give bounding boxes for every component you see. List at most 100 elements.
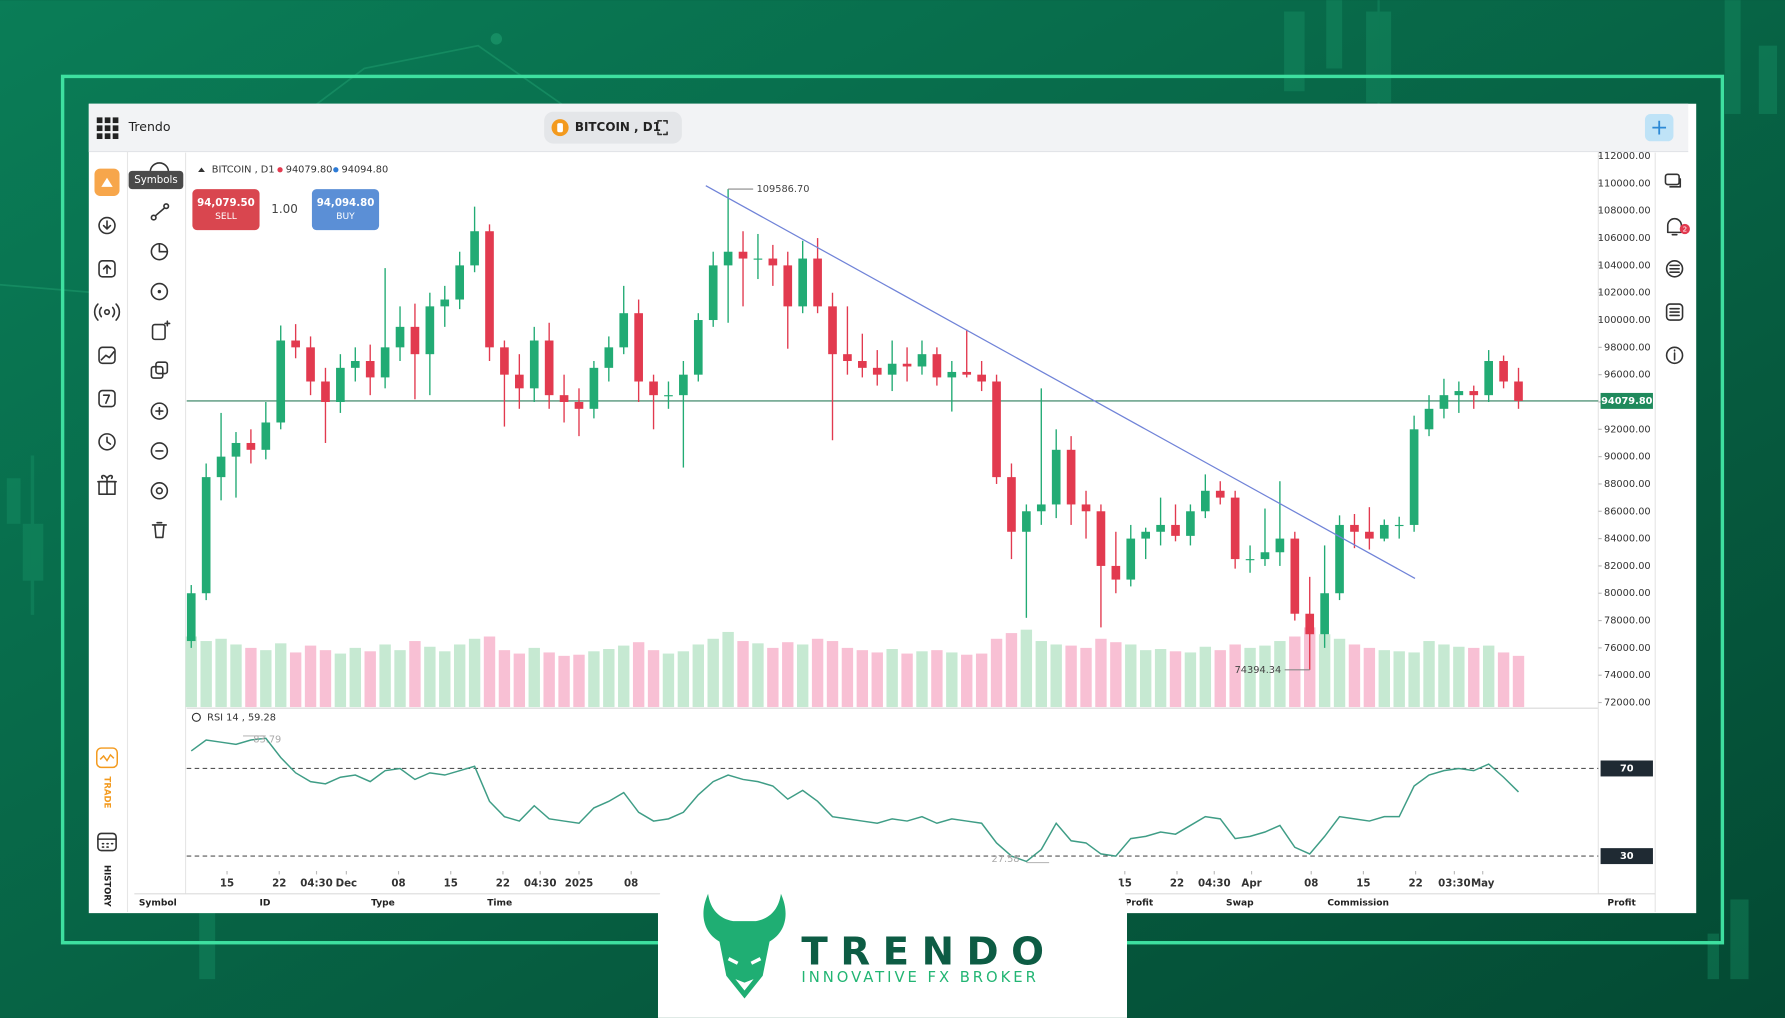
history-tab[interactable]: HISTORY — [97, 832, 117, 908]
history-tab-label: HISTORY — [102, 865, 112, 908]
buy-button[interactable]: 94,094.80 BUY — [311, 189, 380, 231]
candle-body — [1186, 511, 1195, 536]
candle-body — [261, 422, 271, 450]
delete-tool[interactable] — [151, 521, 168, 539]
trade-tab[interactable]: TRADE — [96, 747, 118, 809]
calendar-button-part — [102, 394, 111, 404]
list-button-part — [1669, 307, 1680, 317]
calendar-button-part — [98, 389, 116, 408]
analysis-button[interactable] — [98, 346, 116, 365]
calendar-button[interactable] — [98, 389, 116, 408]
list-button[interactable] — [1665, 303, 1684, 321]
zoom-out-tool[interactable] — [150, 442, 169, 460]
deposit-button[interactable] — [98, 216, 116, 235]
volume-bar — [946, 652, 958, 708]
menu-button-part — [96, 133, 103, 140]
volume-bar — [558, 655, 570, 708]
text-tool[interactable] — [151, 320, 171, 341]
line-tool[interactable] — [150, 203, 170, 221]
rsi-level-label: 70 — [1620, 763, 1634, 774]
shape-tool[interactable] — [150, 282, 169, 301]
trade-tab-part — [99, 753, 115, 762]
candle-body — [798, 258, 808, 307]
news-button[interactable] — [1665, 260, 1684, 278]
zoom-in-tool[interactable] — [150, 402, 169, 420]
lot-size[interactable]: 1.00 — [271, 202, 298, 216]
chat-button[interactable] — [1664, 173, 1682, 188]
candle-body — [410, 326, 420, 355]
fib-tool[interactable] — [150, 242, 169, 261]
candle-body — [738, 251, 748, 259]
last-price-box — [1600, 392, 1653, 409]
menu-button[interactable] — [96, 117, 119, 140]
signals-button-part — [93, 303, 121, 321]
candle-body — [246, 442, 256, 450]
trend-line — [705, 185, 1416, 579]
volume-bar — [1512, 655, 1525, 708]
y-tick-label: 104000.00 — [1598, 260, 1651, 271]
y-tick-label: 92000.00 — [1604, 424, 1651, 435]
top-bar: Trendo BITCOIN , D1 — [96, 111, 1674, 144]
line-tool-part — [150, 214, 157, 221]
trend-line-part — [705, 185, 1416, 579]
info-button[interactable] — [1665, 346, 1684, 365]
x-tick-label: 03:30 — [1438, 878, 1471, 890]
volume-bar — [1259, 645, 1271, 708]
history-button[interactable] — [98, 433, 116, 451]
volume-bar — [453, 644, 466, 708]
zoom-out-tool-part — [150, 442, 169, 460]
rsi-level-box — [1600, 848, 1653, 865]
alerts-button-part — [1679, 223, 1690, 235]
candle-body — [604, 347, 614, 368]
menu-button-part — [112, 133, 119, 140]
volume-bar — [931, 650, 943, 708]
zoom-in-tool-part — [155, 406, 164, 416]
withdraw-button[interactable] — [98, 260, 116, 278]
order-panel: 94,079.50 SELL 1.00 94,094.80 BUY — [192, 189, 380, 231]
volume-bar — [1289, 636, 1301, 708]
y-tick-label: 90000.00 — [1604, 452, 1651, 463]
logo-part — [735, 979, 754, 991]
candle-body — [395, 326, 405, 348]
add-button[interactable] — [1644, 113, 1674, 142]
y-tick-label: 84000.00 — [1604, 534, 1651, 545]
candle-body — [1320, 593, 1329, 635]
copy-tool[interactable] — [150, 361, 169, 379]
volume-bar — [1169, 651, 1182, 708]
candle-body — [1081, 504, 1091, 512]
background-part-part — [1284, 11, 1305, 92]
y-tick-label: 110000.00 — [1598, 178, 1651, 189]
alerts-button[interactable]: 2 — [1666, 217, 1690, 236]
drawing-toolbar-part — [149, 162, 170, 173]
background-part-part — [22, 523, 44, 581]
chat-button-part — [1669, 178, 1682, 188]
volume-bar — [871, 652, 883, 708]
x-tick-label: 08 — [624, 878, 638, 890]
positions-table-header: Symbol ID Type Time Profit Swap Commission Prof… — [139, 898, 1637, 908]
volume-bar — [1005, 633, 1018, 708]
gift-button[interactable] — [97, 474, 117, 495]
sell-button[interactable]: 94,079.50 SELL — [192, 189, 260, 231]
logo-part — [727, 957, 762, 965]
sell-label: SELL — [215, 212, 238, 222]
settings-tool[interactable] — [150, 482, 169, 500]
buy-button-part — [311, 189, 380, 231]
candle-body — [321, 381, 330, 402]
candle-body — [1096, 511, 1106, 566]
volume-bar — [975, 653, 988, 708]
y-tick-label: 80000.00 — [1604, 588, 1651, 599]
app-window — [88, 103, 1697, 914]
trade-tab-part — [96, 747, 118, 769]
candle-body — [664, 395, 673, 397]
sell-button-part — [192, 189, 260, 231]
symbols-button[interactable] — [94, 168, 120, 196]
candle-body — [1126, 538, 1136, 580]
signals-button[interactable] — [93, 303, 121, 321]
x-tick-label: Dec — [336, 878, 358, 890]
symbol-tab[interactable]: BITCOIN , D1 — [544, 111, 682, 144]
candle-body — [649, 381, 658, 396]
history-tab-part — [97, 838, 117, 848]
volume-bar — [1095, 638, 1107, 708]
